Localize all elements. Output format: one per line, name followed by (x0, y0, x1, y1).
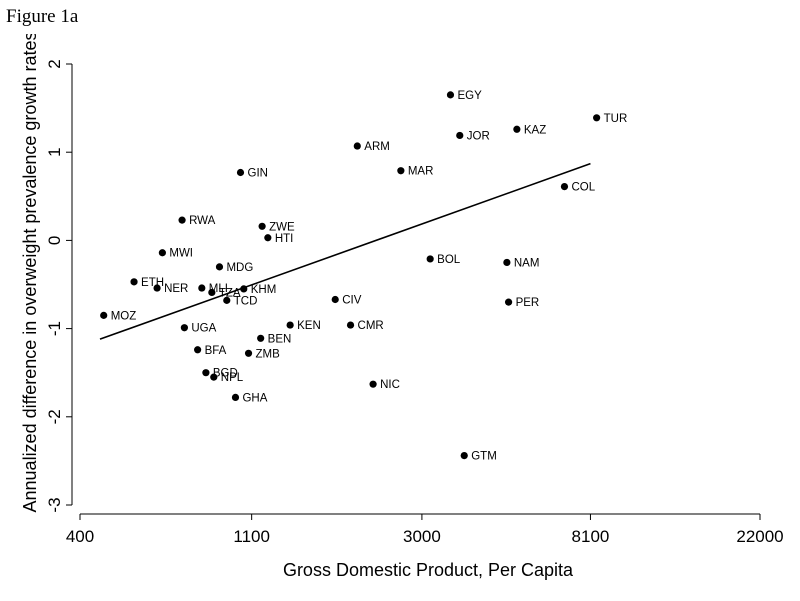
fit-line-layer (99, 162, 591, 340)
point-label: ZWE (269, 221, 295, 233)
point-label: EGY (457, 90, 482, 102)
point-label: GHA (242, 392, 267, 404)
point-label: ZMB (256, 348, 281, 360)
data-point (194, 346, 202, 354)
point-label: MAR (408, 166, 434, 178)
data-point (236, 168, 245, 177)
data-point (153, 284, 161, 292)
data-point (180, 324, 188, 332)
x-tick-label: 22000 (736, 527, 783, 546)
data-point (208, 288, 216, 297)
data-point (426, 255, 434, 263)
data-point (258, 222, 266, 230)
point-label: BOL (437, 254, 461, 266)
point-label: KEN (297, 320, 321, 332)
point-label: TUR (604, 113, 628, 125)
data-point (286, 321, 294, 329)
point-label: MDG (226, 262, 253, 274)
data-point (369, 380, 377, 388)
point-label: NPL (221, 372, 244, 384)
y-tick-label: 0 (45, 236, 64, 245)
data-point (460, 452, 468, 460)
point-label: KAZ (524, 124, 546, 136)
point-label: NAM (514, 257, 540, 269)
point-label: HTI (275, 233, 294, 245)
y-tick-label: 2 (45, 59, 64, 68)
y-axis: -3 -2 -1 0 1 2 (45, 59, 73, 513)
data-point (215, 263, 224, 271)
point-label: JOR (467, 130, 490, 142)
point-label: MWI (169, 248, 193, 260)
data-point (331, 295, 339, 304)
data-point (264, 234, 272, 242)
scatter-chart: -3 -2 -1 0 1 2 400 1100 3000 8100 22000 EGY TUR KAZ… (20, 34, 784, 580)
data-point (593, 114, 601, 122)
point-label: ETH (141, 277, 164, 289)
data-point (346, 321, 355, 329)
point-label: CIV (342, 294, 362, 306)
data-point (353, 142, 361, 150)
x-axis-title: Gross Domestic Product, Per Capita (283, 560, 574, 580)
point-label: TZA (219, 287, 241, 299)
point-label: TCD (234, 295, 258, 307)
data-point (504, 298, 513, 306)
data-point (446, 91, 455, 99)
x-tick-label: 8100 (572, 527, 610, 546)
point-label: BFA (205, 345, 227, 357)
point-label: CMR (358, 320, 384, 332)
x-tick-label: 1100 (233, 527, 270, 546)
point-label: GIN (248, 167, 268, 179)
data-point (244, 349, 253, 357)
data-point (158, 249, 166, 257)
data-point (503, 258, 511, 267)
point-label: RWA (189, 215, 216, 227)
data-point (223, 296, 231, 304)
point-label: COL (571, 182, 595, 194)
point-label: NIC (380, 379, 400, 391)
data-point (560, 182, 569, 191)
y-axis-title: Annualized difference in overweight prev… (20, 34, 40, 512)
point-label: BGD (213, 368, 238, 380)
data-point (240, 285, 248, 293)
figure-caption: Figure 1a (6, 6, 79, 27)
data-point (100, 311, 108, 319)
y-tick-label: -3 (45, 497, 64, 512)
data-point (130, 278, 138, 286)
data-point (198, 284, 206, 292)
y-tick-label: -1 (45, 321, 64, 336)
data-point (397, 167, 405, 175)
data-point (210, 373, 218, 381)
x-tick-label: 400 (66, 527, 94, 546)
data-point (456, 131, 464, 140)
x-axis: 400 1100 3000 8100 22000 (66, 513, 784, 546)
data-point (178, 216, 186, 224)
y-tick-label: -2 (45, 409, 64, 424)
point-label: GTM (471, 451, 497, 463)
data-point (231, 393, 240, 401)
data-point (513, 125, 521, 133)
fit-line (99, 162, 591, 340)
point-label: UGA (191, 323, 216, 335)
point-label: MOZ (111, 310, 137, 322)
plot-region: -3 -2 -1 0 1 2 400 1100 3000 8100 22000 EGY TUR KAZ… (8, 34, 792, 594)
point-label: ARM (364, 141, 390, 153)
data-point (202, 369, 210, 377)
point-label: BEN (268, 333, 292, 345)
x-tick-label: 3000 (403, 527, 441, 546)
point-label: PER (516, 297, 540, 309)
y-tick-label: 1 (45, 147, 64, 156)
point-label: NER (164, 283, 188, 295)
data-point (257, 334, 265, 342)
point-label: KHM (251, 284, 277, 296)
